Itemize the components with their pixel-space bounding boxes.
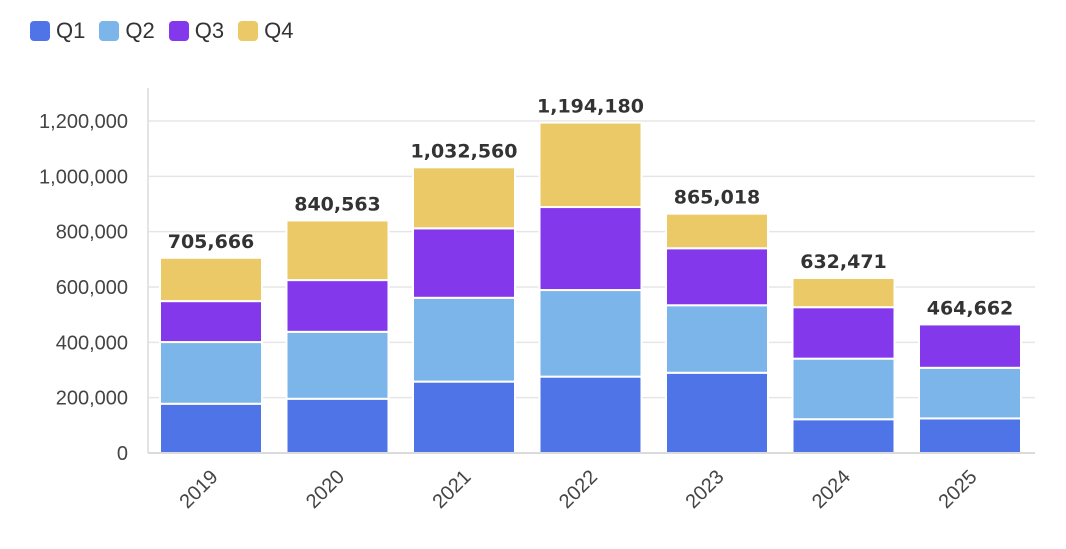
y-tick-label: 600,000 [56,277,128,299]
bar-q4-2020[interactable] [285,219,390,282]
y-tick-label: 0 [117,443,128,465]
bar-q4-2021[interactable] [412,166,516,230]
bar-q2-2019[interactable] [159,341,263,405]
legend-label-q3: Q3 [194,18,225,43]
bar-total-label: 840,563 [294,193,381,215]
bar-q1-2021[interactable] [412,380,516,454]
bar-q2-2025[interactable] [918,366,1022,420]
bar-q1-2020[interactable] [285,397,390,455]
legend-swatch-q1 [30,21,50,41]
x-tick-label: 2024 [808,466,855,513]
bar-q3-2020[interactable] [285,279,390,333]
bar-q2-2023[interactable] [665,304,769,374]
legend-item-q3[interactable]: Q3 [168,18,225,44]
bar-total-label: 632,471 [800,251,887,273]
bar-q2-2020[interactable] [285,330,390,400]
bar-q4-2024[interactable] [791,277,896,309]
legend-item-q2[interactable]: Q2 [99,18,155,44]
y-tick-label: 1,000,000 [39,166,128,188]
bar-total-label: 865,018 [674,187,761,209]
bar-q1-2019[interactable] [159,402,263,454]
legend-swatch-q4 [238,21,259,41]
bar-q2-2024[interactable] [791,357,896,421]
bar-total-label: 1,032,560 [411,140,518,162]
bar-q3-2022[interactable] [538,206,643,292]
legend-item-q1[interactable]: Q1 [30,18,85,44]
legend-label-q2: Q2 [125,18,155,43]
bar-total-label: 1,194,180 [537,96,644,118]
y-tick-label: 800,000 [56,222,128,244]
x-tick-label: 2020 [302,466,349,513]
bar-q4-2023[interactable] [665,212,769,250]
y-tick-label: 200,000 [56,388,128,410]
legend-item-q4[interactable]: Q4 [238,18,293,44]
x-tick-label: 2023 [682,466,729,513]
bar-q1-2024[interactable] [791,418,896,455]
x-tick-label: 2022 [555,466,602,513]
bar-total-label: 464,662 [927,297,1014,319]
y-tick-label: 400,000 [56,332,128,354]
bar-q1-2025[interactable] [918,417,1022,454]
bar-q3-2021[interactable] [412,227,516,299]
x-tick-label: 2021 [429,466,476,513]
bar-q3-2019[interactable] [159,300,263,344]
legend-label-q4: Q4 [264,18,294,43]
bar-q2-2021[interactable] [412,296,516,383]
x-tick-label: 2019 [176,466,223,513]
bar-q4-2022[interactable] [538,121,643,209]
y-tick-label: 1,200,000 [39,111,128,133]
legend-swatch-q2 [99,21,120,41]
legend-swatch-q3 [168,21,189,41]
legend-label-q1: Q1 [56,18,86,43]
bar-q1-2023[interactable] [665,371,769,454]
bar-q1-2022[interactable] [538,375,643,455]
bar-q3-2023[interactable] [665,247,769,307]
bar-q3-2025[interactable] [918,323,1022,369]
legend: Q1 Q2 Q3 Q4 [30,18,293,44]
x-tick-label: 2025 [935,466,982,513]
bar-q3-2024[interactable] [791,306,896,360]
bar-total-label: 705,666 [168,231,255,253]
bar-q2-2022[interactable] [538,289,643,378]
bar-q4-2019[interactable] [159,256,263,303]
